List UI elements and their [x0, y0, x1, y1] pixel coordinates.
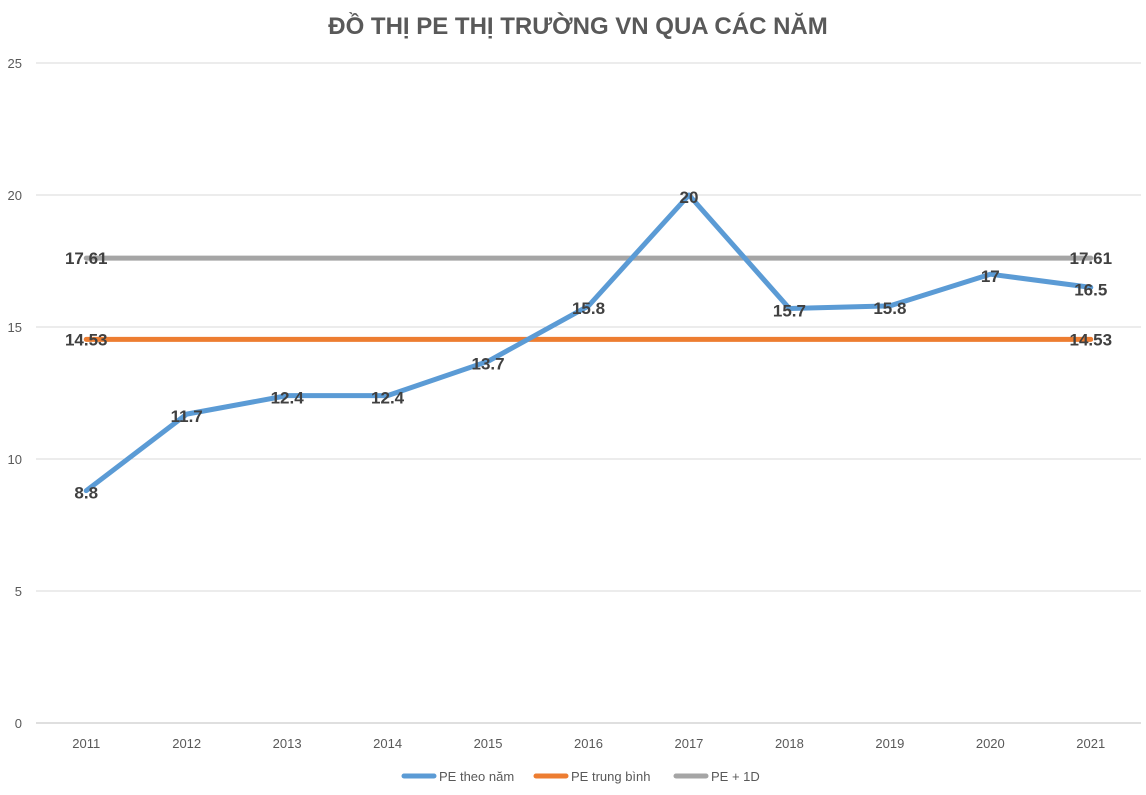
x-tick-label: 2018 [775, 736, 804, 751]
data-label: 11.7 [171, 407, 203, 426]
y-tick-label: 15 [8, 320, 22, 335]
data-label: 15.7 [773, 302, 806, 321]
data-label: 8.8 [74, 484, 98, 503]
legend-label: PE + 1D [711, 769, 760, 784]
data-label: 15.8 [572, 299, 605, 318]
data-label: 12.4 [271, 389, 305, 408]
y-tick-label: 10 [8, 452, 22, 467]
chart-title: ĐỒ THỊ PE THỊ TRƯỜNG VN QUA CÁC NĂM [328, 12, 828, 40]
x-tick-label: 2013 [273, 736, 302, 751]
data-label: 13.7 [471, 354, 504, 373]
series-line-0 [83, 192, 1094, 494]
data-label: 12.4 [371, 389, 405, 408]
data-label: 17.61 [1069, 249, 1112, 268]
x-tick-label: 2011 [72, 736, 100, 751]
data-label: 15.8 [873, 299, 906, 318]
legend: PE theo năm PE trung bình PE + 1D [401, 769, 760, 784]
legend-label: PE trung bình [571, 769, 651, 784]
y-axis-ticks: 0 5 10 15 20 25 [8, 56, 22, 731]
data-label: 17 [981, 267, 1000, 286]
series-lines [83, 192, 1094, 494]
data-labels: 8.8 11.7 12.4 12.4 13.7 15.8 20 15.7 15.8 17 16.5 1… [65, 188, 1112, 503]
y-tick-label: 0 [15, 716, 22, 731]
data-label: 16.5 [1074, 280, 1107, 299]
data-label: 17.61 [65, 249, 108, 268]
y-tick-label: 25 [8, 56, 22, 71]
data-label: 14.53 [65, 330, 108, 349]
gridlines [36, 62, 1141, 724]
x-tick-label: 2014 [373, 736, 402, 751]
data-label: 20 [679, 188, 698, 207]
x-tick-label: 2017 [674, 736, 703, 751]
x-tick-label: 2016 [574, 736, 603, 751]
x-tick-label: 2015 [474, 736, 503, 751]
x-tick-label: 2021 [1076, 736, 1105, 751]
y-tick-label: 20 [8, 188, 22, 203]
x-tick-label: 2019 [875, 736, 904, 751]
x-tick-label: 2020 [976, 736, 1005, 751]
legend-label: PE theo năm [439, 769, 514, 784]
data-label: 14.53 [1069, 330, 1112, 349]
x-tick-label: 2012 [172, 736, 201, 751]
x-axis-ticks: 2011 2012 2013 2014 2015 2016 2017 2018 2019 2020… [72, 736, 1105, 751]
y-tick-label: 5 [15, 584, 22, 599]
